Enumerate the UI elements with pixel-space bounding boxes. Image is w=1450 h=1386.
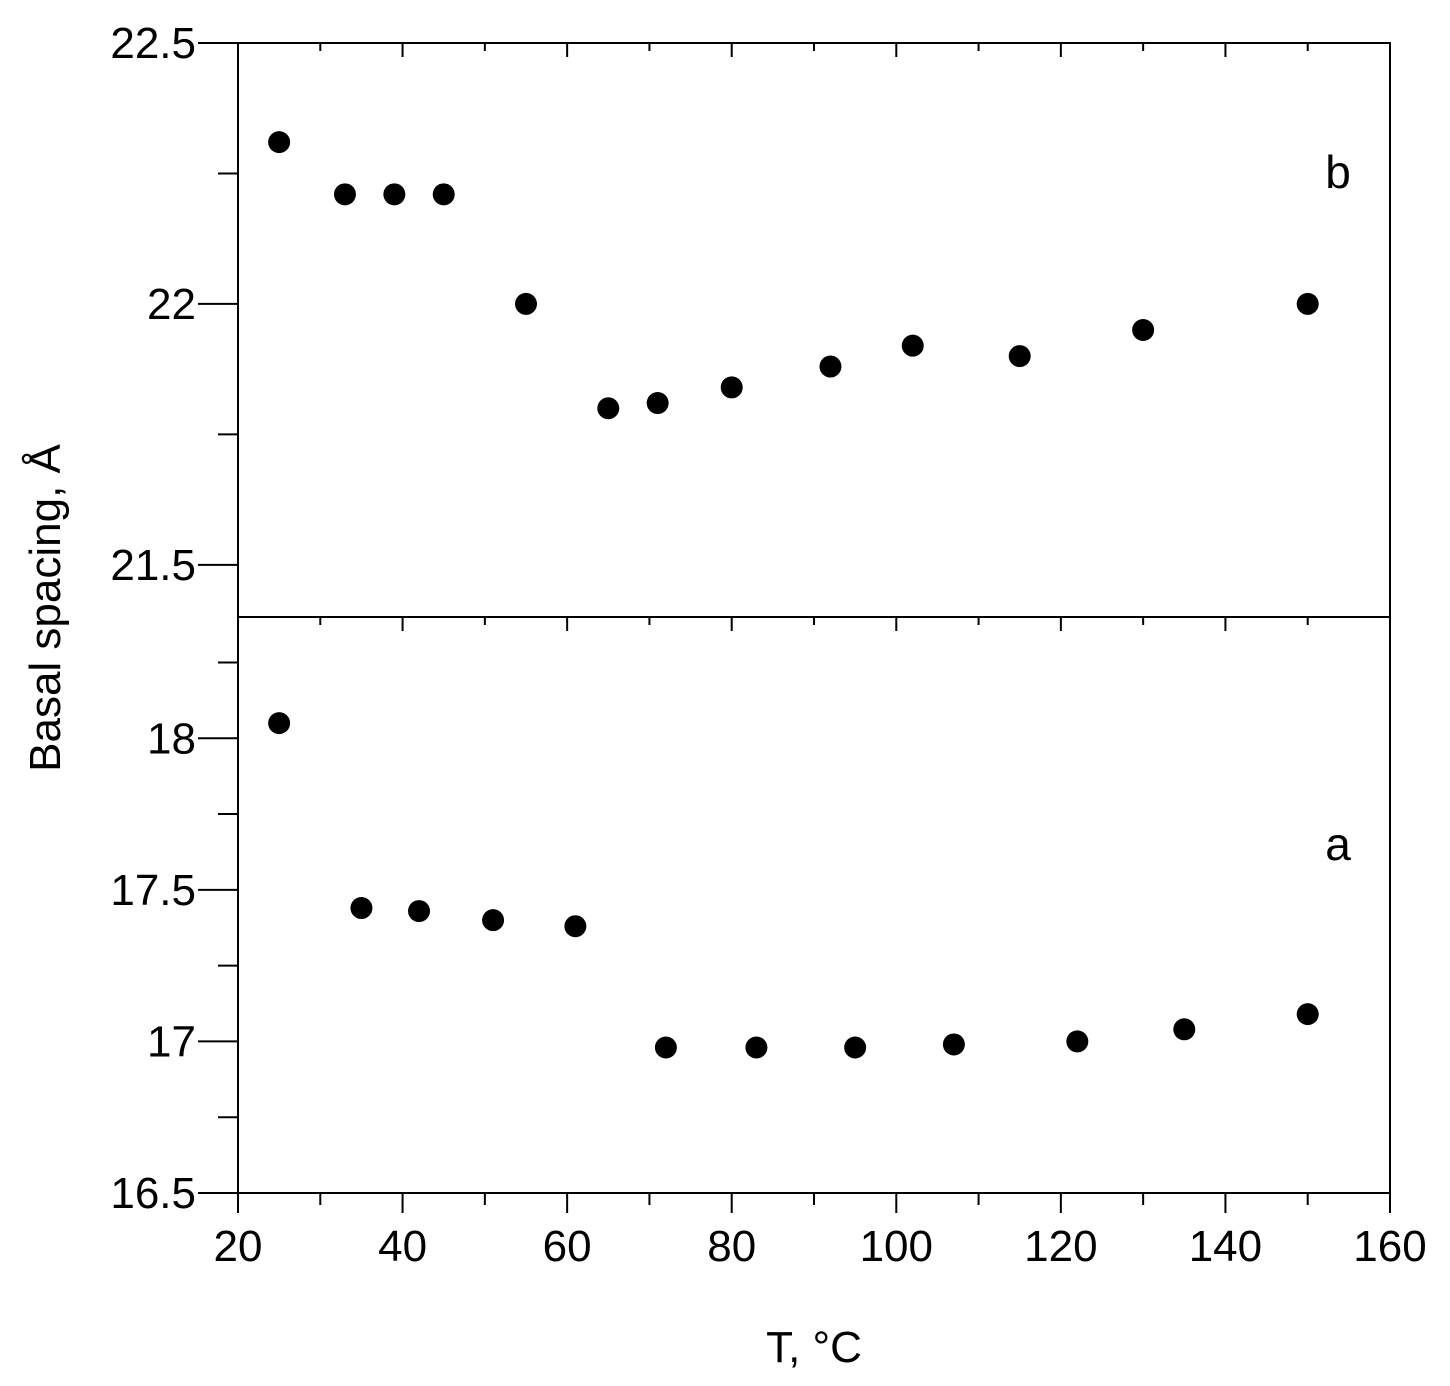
tick-labels: 20 40 60 80 100 120 140 160 21.5 22 22.5 16.5 17 17.5…: [110, 19, 1426, 1271]
data-point-b: [432, 183, 455, 206]
y-axis-label: Basal spacing, Å: [21, 443, 70, 771]
x-tick-label: 40: [378, 1222, 427, 1271]
data-point-a: [564, 915, 587, 938]
panel-label-b: b: [1325, 146, 1351, 198]
data-points: [268, 131, 1319, 1059]
data-point-b: [646, 392, 669, 415]
data-point-b: [515, 292, 537, 315]
panel-label-a: a: [1325, 818, 1351, 870]
data-point-a: [745, 1036, 768, 1059]
data-point-a: [1173, 1018, 1196, 1041]
data-point-b: [901, 334, 924, 357]
data-point-b: [383, 183, 406, 206]
axis-ticks: [198, 42, 1391, 1213]
data-point-b: [819, 355, 842, 378]
data-point-b: [1296, 292, 1319, 315]
y-tick-label-b: 22: [147, 280, 196, 329]
x-tick-label: 100: [860, 1222, 933, 1271]
x-axis-label: T, °C: [766, 1323, 862, 1372]
y-tick-label-a: 18: [147, 714, 196, 763]
y-tick-label-b: 22.5: [110, 19, 196, 68]
data-point-a: [482, 909, 505, 932]
y-tick-label-a: 17: [147, 1017, 196, 1066]
data-point-a: [1066, 1030, 1089, 1053]
data-point-a: [844, 1036, 867, 1059]
data-point-b: [333, 183, 356, 206]
x-tick-label: 60: [543, 1222, 592, 1271]
data-point-b: [1008, 345, 1031, 368]
data-point-a: [350, 897, 373, 920]
x-tick-label: 160: [1353, 1222, 1426, 1271]
data-point-b: [268, 131, 291, 154]
data-point-b: [720, 376, 743, 399]
y-tick-label-a: 17.5: [110, 866, 196, 915]
x-tick-label: 140: [1189, 1222, 1262, 1271]
data-point-b: [597, 397, 620, 420]
y-tick-label-b: 21.5: [110, 541, 196, 590]
data-point-a: [408, 900, 431, 923]
x-tick-label: 120: [1024, 1222, 1097, 1271]
data-point-b: [1132, 319, 1155, 341]
x-tick-label: 20: [214, 1222, 263, 1271]
data-point-a: [654, 1036, 677, 1059]
data-point-a: [942, 1033, 965, 1056]
data-point-a: [1296, 1003, 1319, 1026]
y-tick-label-a: 16.5: [110, 1169, 196, 1218]
data-point-a: [268, 712, 291, 735]
x-tick-label: 80: [707, 1222, 756, 1271]
